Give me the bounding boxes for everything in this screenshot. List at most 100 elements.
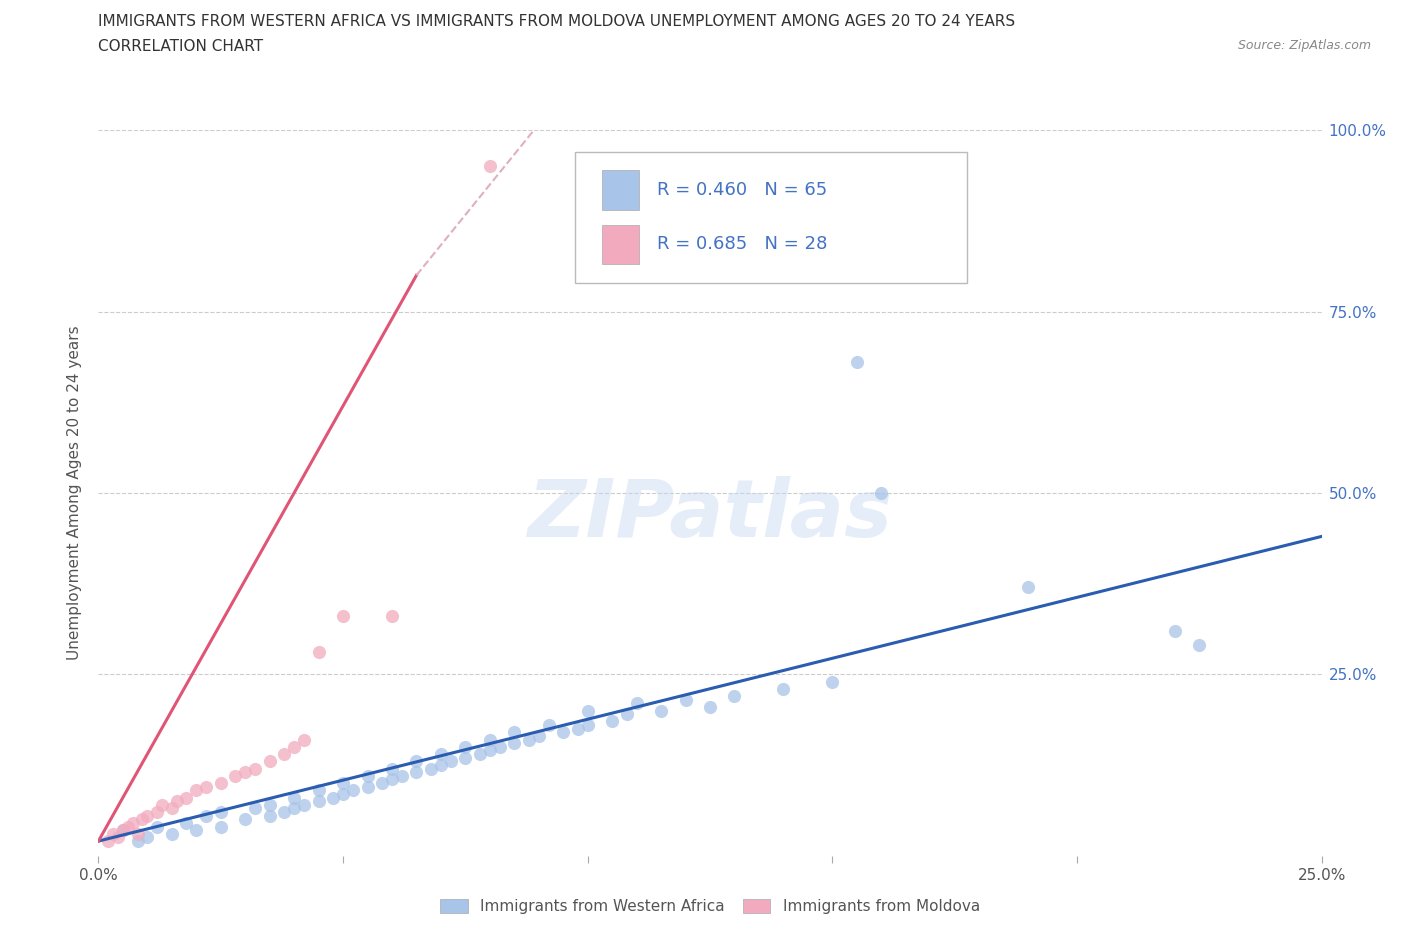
Point bbox=[97, 833, 120, 848]
Point bbox=[136, 808, 159, 823]
Point bbox=[430, 747, 453, 762]
Point bbox=[111, 823, 134, 838]
Point bbox=[478, 732, 501, 747]
Point bbox=[616, 707, 638, 722]
Point bbox=[381, 609, 404, 624]
Point bbox=[127, 833, 149, 848]
Point bbox=[273, 804, 295, 819]
Point bbox=[405, 764, 427, 779]
FancyBboxPatch shape bbox=[602, 224, 640, 264]
Point bbox=[405, 754, 427, 769]
Point bbox=[821, 674, 844, 689]
Point bbox=[233, 812, 256, 827]
Point bbox=[209, 819, 232, 834]
Point bbox=[160, 801, 183, 816]
Point bbox=[131, 812, 153, 827]
Point bbox=[243, 761, 266, 776]
Point bbox=[870, 485, 893, 500]
Point bbox=[224, 768, 246, 783]
Y-axis label: Unemployment Among Ages 20 to 24 years: Unemployment Among Ages 20 to 24 years bbox=[67, 326, 83, 660]
Point bbox=[553, 724, 575, 739]
Point bbox=[233, 764, 256, 779]
Point bbox=[259, 808, 281, 823]
Point bbox=[308, 645, 330, 660]
Point bbox=[342, 783, 364, 798]
Point bbox=[259, 754, 281, 769]
FancyBboxPatch shape bbox=[575, 152, 967, 283]
Point bbox=[136, 830, 159, 845]
Point bbox=[166, 794, 188, 809]
Point bbox=[121, 816, 143, 830]
Point bbox=[322, 790, 344, 805]
Point bbox=[699, 699, 721, 714]
Text: Source: ZipAtlas.com: Source: ZipAtlas.com bbox=[1237, 39, 1371, 52]
Point bbox=[567, 722, 589, 737]
Point bbox=[503, 724, 526, 739]
Point bbox=[381, 772, 404, 787]
Point bbox=[356, 779, 378, 794]
Point bbox=[176, 816, 198, 830]
Point bbox=[1017, 579, 1039, 594]
Text: ZIPatlas: ZIPatlas bbox=[527, 475, 893, 553]
Point bbox=[454, 739, 477, 754]
Point bbox=[127, 827, 149, 842]
Point bbox=[146, 819, 169, 834]
Legend: Immigrants from Western Africa, Immigrants from Moldova: Immigrants from Western Africa, Immigran… bbox=[434, 893, 986, 921]
Point bbox=[308, 794, 330, 809]
Point bbox=[332, 609, 354, 624]
Point bbox=[209, 776, 232, 790]
Point bbox=[176, 790, 198, 805]
Point bbox=[332, 787, 354, 802]
Point bbox=[650, 703, 672, 718]
Point bbox=[772, 682, 794, 697]
Text: CORRELATION CHART: CORRELATION CHART bbox=[98, 39, 263, 54]
Point bbox=[723, 688, 745, 703]
Point bbox=[576, 703, 599, 718]
Point bbox=[243, 801, 266, 816]
Point bbox=[517, 732, 540, 747]
Point bbox=[845, 355, 868, 370]
Point bbox=[371, 776, 394, 790]
Point bbox=[111, 823, 134, 838]
Point bbox=[308, 783, 330, 798]
Point bbox=[1188, 638, 1211, 653]
Point bbox=[537, 718, 560, 733]
Point bbox=[209, 804, 232, 819]
Point bbox=[576, 718, 599, 733]
Point bbox=[292, 797, 315, 812]
Point bbox=[527, 728, 550, 743]
Point bbox=[195, 779, 218, 794]
Point bbox=[478, 743, 501, 758]
Point bbox=[186, 783, 208, 798]
Point bbox=[420, 761, 443, 776]
Point bbox=[381, 761, 404, 776]
Point bbox=[283, 801, 305, 816]
Point bbox=[391, 768, 413, 783]
Point bbox=[600, 714, 623, 729]
Point bbox=[430, 757, 453, 772]
Text: IMMIGRANTS FROM WESTERN AFRICA VS IMMIGRANTS FROM MOLDOVA UNEMPLOYMENT AMONG AGE: IMMIGRANTS FROM WESTERN AFRICA VS IMMIGR… bbox=[98, 14, 1015, 29]
Point bbox=[283, 790, 305, 805]
Point bbox=[503, 736, 526, 751]
Point bbox=[195, 808, 218, 823]
Point bbox=[150, 797, 173, 812]
Point bbox=[117, 819, 139, 834]
Point bbox=[273, 747, 295, 762]
Point bbox=[186, 823, 208, 838]
Point bbox=[675, 692, 697, 707]
Text: R = 0.685   N = 28: R = 0.685 N = 28 bbox=[658, 235, 828, 254]
Point bbox=[488, 739, 510, 754]
FancyBboxPatch shape bbox=[602, 170, 640, 210]
Point bbox=[283, 739, 305, 754]
Point bbox=[107, 830, 129, 845]
Point bbox=[626, 696, 648, 711]
Point bbox=[356, 768, 378, 783]
Point bbox=[146, 804, 169, 819]
Point bbox=[440, 754, 463, 769]
Point bbox=[160, 827, 183, 842]
Point bbox=[259, 797, 281, 812]
Point bbox=[468, 747, 491, 762]
Point bbox=[454, 751, 477, 765]
Point bbox=[332, 776, 354, 790]
Point bbox=[478, 159, 501, 174]
